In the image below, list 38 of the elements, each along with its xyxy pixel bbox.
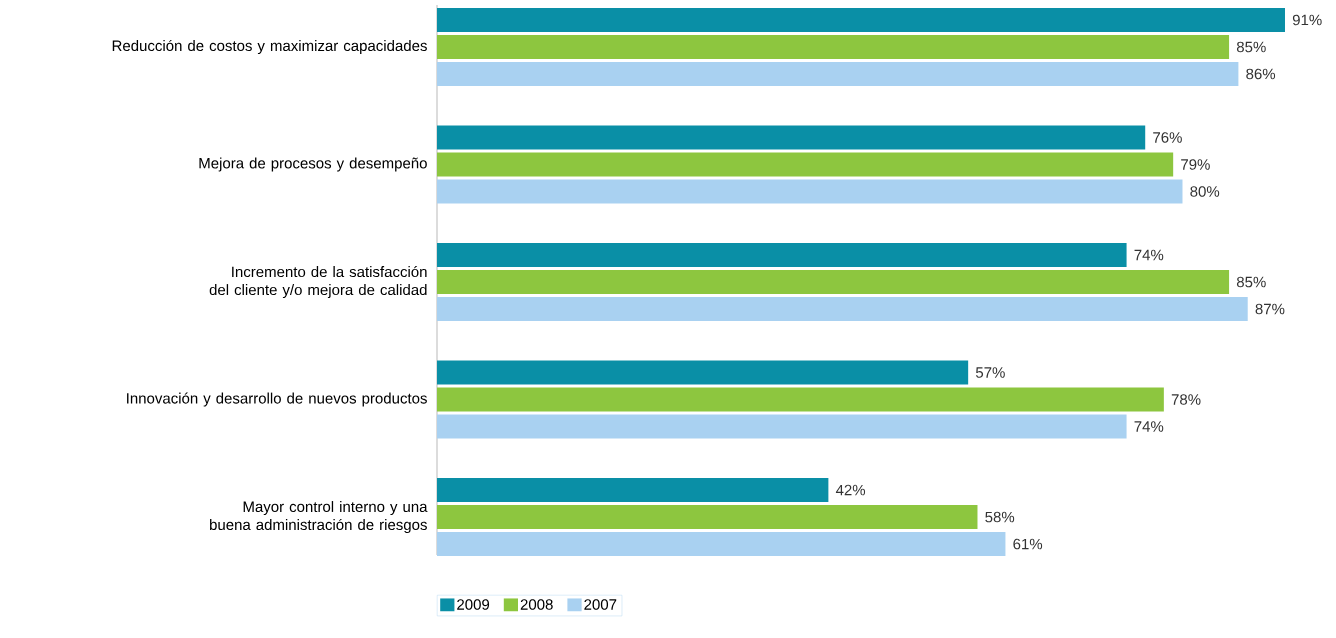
bar [437, 152, 1174, 177]
bar [437, 505, 978, 530]
y-tick-label: Incremento de la satisfacción del cliente y/o mejora de calidad [209, 265, 427, 299]
data-label: 86% [1246, 68, 1276, 80]
bar [437, 414, 1127, 439]
data-label: 61% [1013, 538, 1043, 550]
data-label: 76% [1153, 132, 1182, 143]
data-label: 42% [835, 484, 866, 496]
y-tick-label: Mejora de procesos y desempeño [199, 157, 427, 172]
data-label: 91% [1292, 14, 1322, 26]
data-label: 85% [1236, 276, 1266, 288]
bar [437, 478, 829, 503]
data-label: 74% [1134, 249, 1164, 261]
bar [437, 7, 1285, 32]
data-label: 80% [1190, 186, 1220, 197]
data-label: 57% [975, 367, 1005, 378]
bar [437, 61, 1239, 86]
bar [437, 296, 1248, 321]
data-label: 78% [1171, 394, 1201, 405]
bar [437, 360, 969, 385]
data-label: 74% [1134, 421, 1164, 432]
data-label: 85% [1236, 41, 1266, 53]
legend-label: 2009 [457, 599, 490, 610]
bar [437, 34, 1230, 59]
bar [437, 243, 1127, 267]
bar [437, 387, 1164, 412]
data-label: 79% [1181, 159, 1210, 170]
data-label: 58% [985, 511, 1015, 523]
y-tick-label: Innovación y desarrollo de nuevos productos [127, 392, 427, 407]
y-tick-label: Reducción de costos y maximizar capacidades [112, 39, 427, 55]
bar [437, 125, 1146, 150]
bar [437, 532, 1006, 557]
legend-label: 2008 [520, 599, 553, 610]
y-tick-label: Mayor control interno y una buena administración de riesgos [210, 501, 428, 534]
bar [437, 179, 1183, 204]
bar [437, 270, 1230, 294]
legend-label: 2007 [584, 599, 617, 610]
data-label: 87% [1255, 303, 1285, 315]
